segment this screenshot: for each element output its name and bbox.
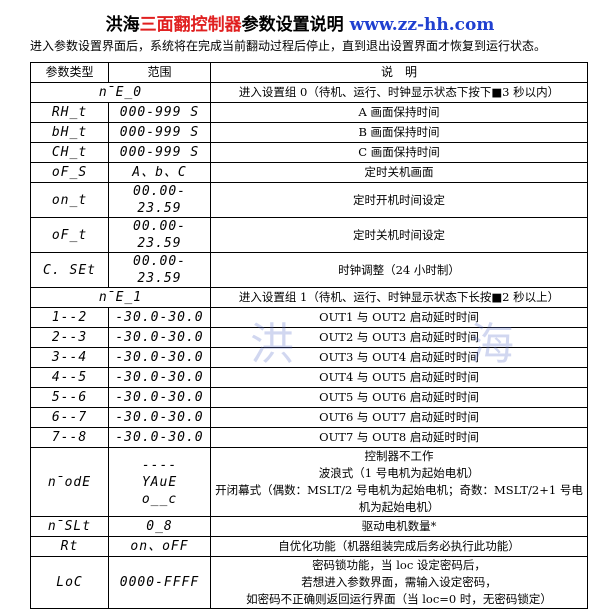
column-header: 参数类型 (30, 62, 109, 83)
param-range: 0000-FFFF (108, 556, 211, 609)
param-desc-line: 若想进入参数界面，需输入设定密码， (301, 575, 497, 589)
param-desc: A 画面保持时间 (210, 102, 588, 123)
param-code: n̄SLt (30, 516, 109, 537)
param-range: -30.0-30.0 (108, 367, 211, 388)
watermark: 洪 (250, 319, 294, 370)
param-range-line: o__c (141, 491, 178, 507)
title: 洪海三面翻控制器参数设置说明 www.zz-hh.com (0, 10, 600, 35)
param-code: LoC (30, 556, 109, 609)
column-header: 范围 (108, 62, 211, 83)
param-desc: B 画面保持时间 (210, 122, 588, 143)
url: www.zz-hh.com (349, 15, 495, 35)
param-range: ---- YAuE o__c (108, 447, 211, 517)
table-row: n̄SLt 0_8 驱动电机数量* (30, 516, 588, 537)
param-range: -30.0-30.0 (108, 307, 211, 328)
table-row: on_t 00.00-23.59 定时开机时间设定 (30, 182, 588, 218)
param-range: 000-999 S (108, 102, 211, 123)
title-part: 参数设置说明 (241, 15, 344, 35)
param-desc: 定时关机画面 (210, 162, 588, 183)
param-code: oF_t (30, 217, 109, 253)
param-range: 000-999 S (108, 142, 211, 163)
param-desc-line: 控制器不工作 (364, 449, 434, 463)
table-row: n̄odE ---- YAuE o__c 控制器不工作 波浪式（1 号电机为起始电机） 开闭… (30, 447, 588, 517)
table-row: C. SEt 00.00-23.59 时钟调整（24 小时制） (30, 252, 588, 288)
param-range: A、b、C (108, 162, 211, 183)
param-range: -30.0-30.0 (108, 427, 211, 448)
param-desc: 进入设置组 1（待机、运行、时钟显示状态下长按■2 秒以上） (210, 287, 588, 308)
table-row: Rt on、oFF 自优化功能（机器组装完成后务必执行此功能） (30, 536, 588, 557)
param-code: on_t (30, 182, 109, 218)
table-row: 6--7 -30.0-30.0 OUT6 与 OUT7 启动延时时间 (30, 407, 588, 428)
param-code: oF_S (30, 162, 109, 183)
param-desc: 驱动电机数量* (210, 516, 588, 537)
param-range: -30.0-30.0 (108, 347, 211, 368)
param-code: 2--3 (30, 327, 109, 348)
title-part: 三面翻控制器 (139, 15, 242, 35)
table-row: n̄E_0 进入设置组 0（待机、运行、时钟显示状态下按下■3 秒以内） (30, 82, 588, 103)
param-desc-line: 波浪式（1 号电机为起始电机） (318, 466, 480, 480)
param-range-line: ---- (141, 457, 178, 473)
param-range: -30.0-30.0 (108, 407, 211, 428)
param-desc: 控制器不工作波浪式（1 号电机为起始电机） 开闭幕式（偶数：MSLT/2 号电机为… (210, 447, 588, 517)
param-table: 参数类型 范围 说 明 n̄E_0 进入设置组 0（待机、运行、时钟显示状态下按下… (30, 62, 588, 609)
param-code: n̄E_0 (30, 82, 211, 103)
param-desc: OUT6 与 OUT7 启动延时时间 (210, 407, 588, 428)
table-row: n̄E_1 进入设置组 1（待机、运行、时钟显示状态下长按■2 秒以上） (30, 287, 588, 308)
table-row: 4--5 -30.0-30.0 OUT4 与 OUT5 启动延时时间 (30, 367, 588, 388)
param-range: on、oFF (108, 536, 211, 557)
table-row: LoC 0000-FFFF 密码锁功能，当 loc 设定密码后， 若想进入参数界面，需… (30, 556, 588, 609)
param-desc-line: 如密码不正确则返回运行界面（当 loc=0 时，无密码锁定） (246, 592, 552, 606)
table-row: oF_t 00.00-23.59 定时关机时间设定 (30, 217, 588, 253)
param-code: 4--5 (30, 367, 109, 388)
title-part: 洪海 (105, 15, 140, 35)
subtitle: 进入参数设置界面后，系统将在完成当前翻动过程后停止，直到退出设置界面才恢复到运行… (30, 39, 547, 53)
param-range: -30.0-30.0 (108, 387, 211, 408)
param-code: C. SEt (30, 252, 109, 288)
param-range: -30.0-30.0 (108, 327, 211, 348)
param-code: bH_t (30, 122, 109, 143)
param-desc: OUT2 与 OUT3 启动延时时间 (210, 327, 588, 348)
param-desc: 自优化功能（机器组装完成后务必执行此功能） (210, 536, 588, 557)
param-code: 1--2 (30, 307, 109, 328)
param-code: 6--7 (30, 407, 109, 428)
param-desc: OUT7 与 OUT8 启动延时时间 (210, 427, 588, 448)
table-row: oF_S A、b、C 定时关机画面 (30, 162, 588, 183)
param-desc: OUT5 与 OUT6 启动延时时间 (210, 387, 588, 408)
param-desc: 定时开机时间设定 (210, 182, 588, 218)
watermark: 海 (470, 319, 514, 370)
param-code: CH_t (30, 142, 109, 163)
param-code: n̄odE (30, 447, 109, 517)
table-row: 5--6 -30.0-30.0 OUT5 与 OUT6 启动延时时间 (30, 387, 588, 408)
param-code: Rt (30, 536, 109, 557)
param-code: 5--6 (30, 387, 109, 408)
param-desc: OUT1 与 OUT2 启动延时时间 (210, 307, 588, 328)
param-desc-line: 开闭幕式（偶数：MSLT/2 号电机为起始电机；奇数：MSLT/2+1 号电机为… (215, 483, 583, 514)
param-desc: 密码锁功能，当 loc 设定密码后， 若想进入参数界面，需输入设定密码， 如密码不正… (210, 556, 588, 609)
param-code: 7--8 (30, 427, 109, 448)
param-range-line: YAuE (141, 474, 178, 490)
param-desc: 定时关机时间设定 (210, 217, 588, 253)
table-row: 7--8 -30.0-30.0 OUT7 与 OUT8 启动延时时间 (30, 427, 588, 448)
column-header: 说 明 (210, 62, 588, 83)
param-desc: 进入设置组 0（待机、运行、时钟显示状态下按下■3 秒以内） (210, 82, 588, 103)
param-code: 3--4 (30, 347, 109, 368)
param-desc: C 画面保持时间 (210, 142, 588, 163)
param-code: n̄E_1 (30, 287, 211, 308)
param-desc: OUT4 与 OUT5 启动延时时间 (210, 367, 588, 388)
header-row: 参数类型 范围 说 明 (30, 62, 588, 83)
param-range: 00.00-23.59 (108, 217, 211, 253)
param-range: 00.00-23.59 (108, 182, 211, 218)
param-desc-line: 密码锁功能，当 loc 设定密码后， (312, 558, 486, 572)
param-range: 000-999 S (108, 122, 211, 143)
param-code: RH_t (30, 102, 109, 123)
table-row: 2--3 -30.0-30.0 OUT2 与 OUT3 启动延时时间 (30, 327, 588, 348)
param-range: 0_8 (108, 516, 211, 537)
param-desc: 时钟调整（24 小时制） (210, 252, 588, 288)
param-range: 00.00-23.59 (108, 252, 211, 288)
